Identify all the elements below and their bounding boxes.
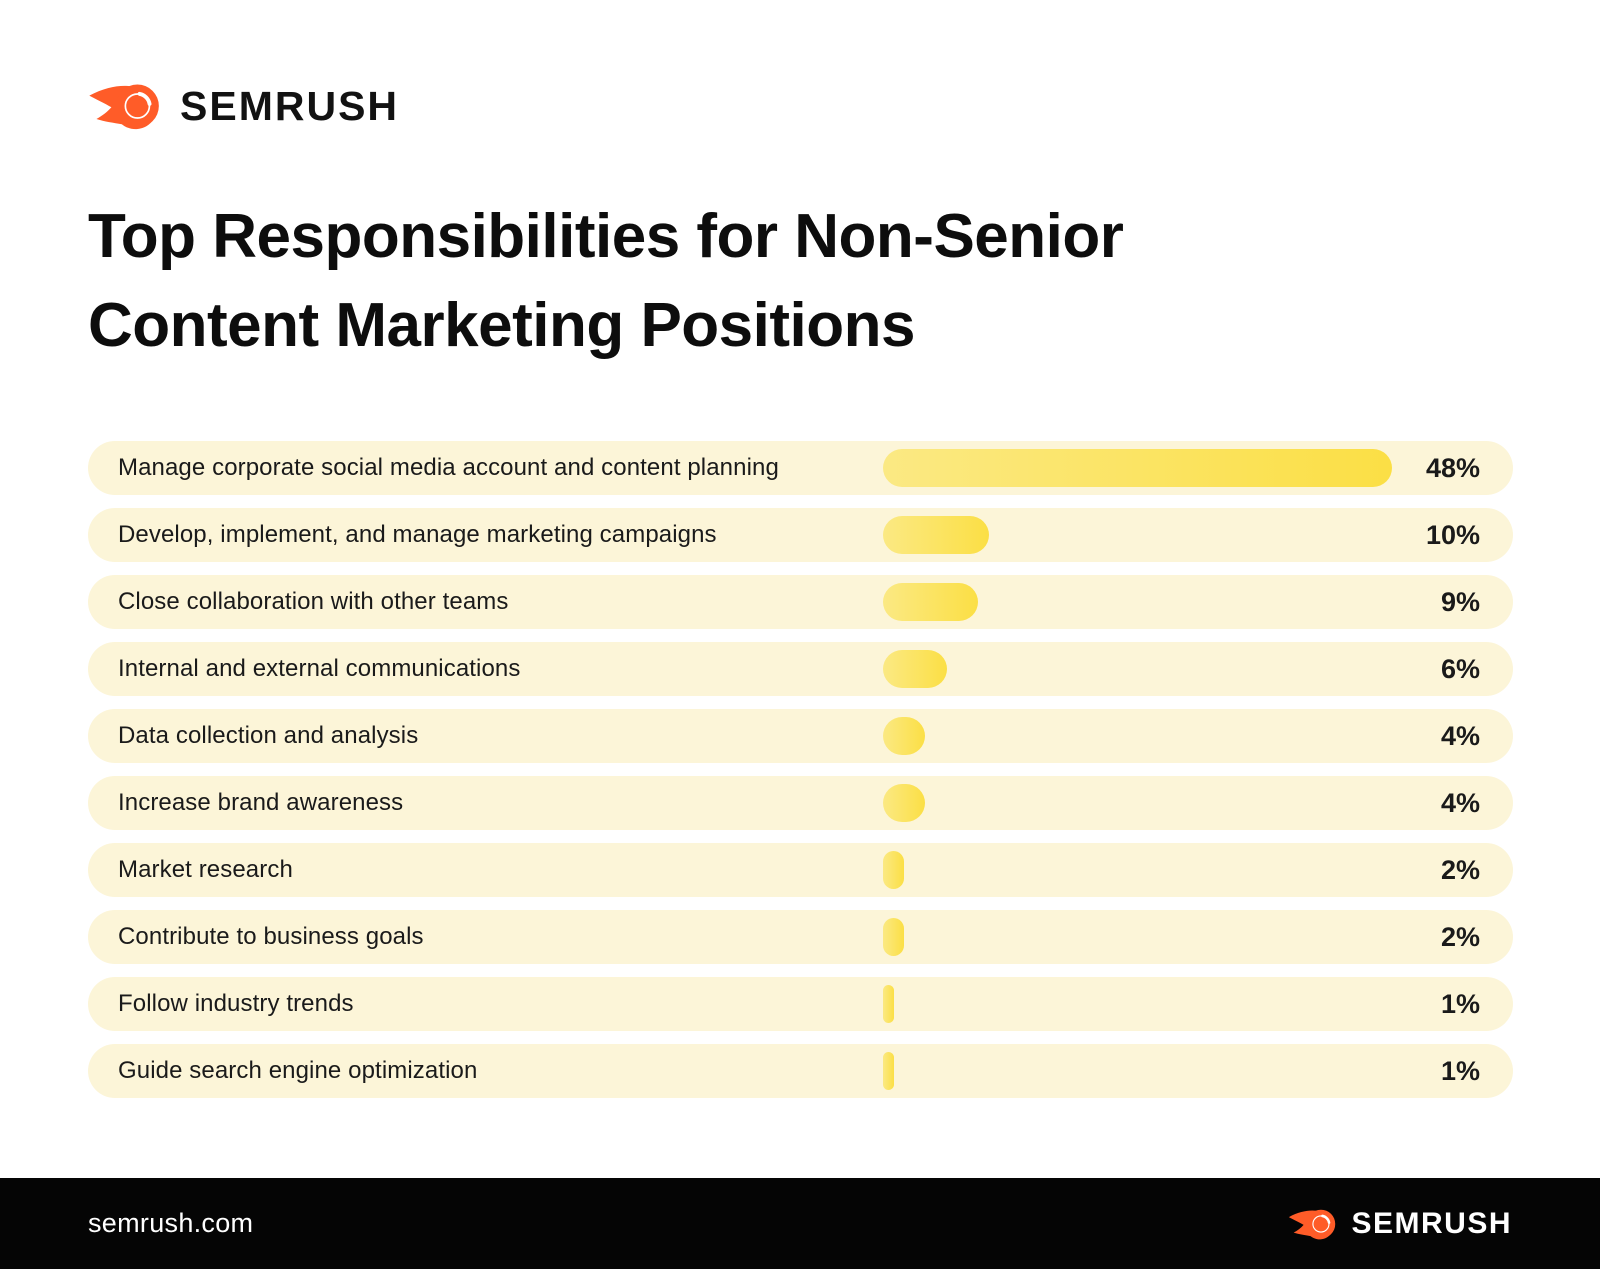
row-bar-track (883, 449, 1405, 487)
page-title-line2: Content Marketing Positions (88, 291, 915, 360)
bar-chart: Manage corporate social media account an… (88, 441, 1513, 1111)
semrush-logo-wordmark-footer: SEMRUSH (1351, 1206, 1512, 1240)
chart-row: Close collaboration with other teams 9% (88, 575, 1513, 629)
footer-bar: semrush.com SEMRUSH (0, 1178, 1600, 1269)
row-label: Internal and external communications (118, 655, 521, 682)
row-bar (883, 516, 989, 554)
semrush-logo-footer: SEMRUSH (1288, 1204, 1512, 1244)
row-value: 2% (1440, 921, 1480, 952)
row-label: Develop, implement, and manage marketing… (118, 521, 717, 548)
chart-row: Follow industry trends 1% (88, 977, 1513, 1031)
semrush-logo-wordmark: SEMRUSH (180, 82, 400, 129)
row-label: Guide search engine optimization (118, 1057, 478, 1084)
row-value: 48% (1425, 452, 1480, 483)
page-title: Top Responsibilities for Non-Senior Cont… (88, 192, 1408, 370)
chart-row: Increase brand awareness 4% (88, 776, 1513, 830)
row-bar-track (883, 918, 1405, 956)
row-bar-track (883, 1052, 1405, 1090)
row-value: 6% (1440, 653, 1480, 684)
row-value: 10% (1425, 519, 1480, 550)
row-label: Follow industry trends (118, 990, 354, 1017)
chart-row: Market research 2% (88, 843, 1513, 897)
row-bar (883, 918, 904, 956)
chart-row: Contribute to business goals 2% (88, 910, 1513, 964)
row-bar (883, 583, 978, 621)
row-label: Close collaboration with other teams (118, 588, 509, 615)
row-value: 4% (1440, 787, 1480, 818)
row-bar-track (883, 985, 1405, 1023)
footer-site-url: semrush.com (88, 1208, 254, 1238)
row-value: 4% (1440, 720, 1480, 751)
semrush-comet-icon (1288, 1204, 1340, 1244)
row-bar (883, 449, 1392, 487)
row-value: 2% (1440, 854, 1480, 885)
chart-row: Data collection and analysis 4% (88, 709, 1513, 763)
semrush-comet-icon (88, 76, 166, 136)
row-bar (883, 784, 925, 822)
row-value: 1% (1440, 988, 1480, 1019)
page-title-line1: Top Responsibilities for Non-Senior (88, 202, 1124, 271)
row-bar-track (883, 851, 1405, 889)
row-value: 9% (1440, 586, 1480, 617)
semrush-logo-header: SEMRUSH (88, 76, 399, 136)
chart-row: Guide search engine optimization 1% (88, 1044, 1513, 1098)
row-bar (883, 1052, 894, 1090)
row-value: 1% (1440, 1055, 1480, 1086)
row-label: Data collection and analysis (118, 722, 419, 749)
row-bar-track (883, 650, 1405, 688)
chart-row: Develop, implement, and manage marketing… (88, 508, 1513, 562)
row-bar (883, 851, 904, 889)
row-bar (883, 650, 947, 688)
row-label: Contribute to business goals (118, 923, 424, 950)
row-label: Market research (118, 856, 293, 883)
row-bar-track (883, 717, 1405, 755)
row-bar-track (883, 784, 1405, 822)
row-bar (883, 717, 925, 755)
chart-row: Internal and external communications 6% (88, 642, 1513, 696)
row-bar (883, 985, 894, 1023)
row-label: Increase brand awareness (118, 789, 404, 816)
row-bar-track (883, 516, 1405, 554)
row-label: Manage corporate social media account an… (118, 454, 779, 481)
chart-row: Manage corporate social media account an… (88, 441, 1513, 495)
row-bar-track (883, 583, 1405, 621)
